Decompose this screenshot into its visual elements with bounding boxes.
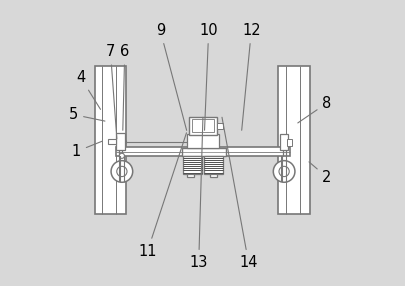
Bar — [95, 66, 126, 214]
Text: 2: 2 — [308, 162, 330, 185]
Bar — [188, 116, 217, 135]
Bar — [187, 152, 194, 177]
Text: 14: 14 — [222, 117, 257, 270]
Text: 1: 1 — [72, 141, 102, 159]
Bar — [107, 139, 116, 144]
Circle shape — [117, 166, 127, 176]
Text: 11: 11 — [138, 133, 186, 259]
Bar — [278, 66, 309, 214]
Bar — [204, 156, 222, 174]
Text: 4: 4 — [76, 70, 100, 109]
Circle shape — [119, 153, 124, 158]
Text: 9: 9 — [155, 23, 186, 130]
Text: 5: 5 — [69, 107, 104, 122]
Text: 8: 8 — [297, 96, 330, 123]
Text: 13: 13 — [189, 117, 207, 270]
Bar — [286, 139, 291, 146]
Bar — [116, 147, 289, 156]
Bar — [279, 134, 288, 150]
Bar — [181, 148, 225, 156]
Bar — [210, 152, 217, 177]
Bar — [187, 134, 218, 148]
Text: 7: 7 — [106, 44, 117, 139]
Text: 12: 12 — [241, 23, 260, 130]
Circle shape — [278, 166, 288, 176]
Text: 6: 6 — [120, 44, 129, 130]
Bar — [192, 119, 213, 132]
Bar — [116, 133, 124, 150]
Circle shape — [111, 161, 132, 182]
Bar — [217, 123, 223, 129]
Circle shape — [273, 161, 294, 182]
Text: 10: 10 — [199, 23, 217, 130]
Bar — [183, 156, 201, 174]
